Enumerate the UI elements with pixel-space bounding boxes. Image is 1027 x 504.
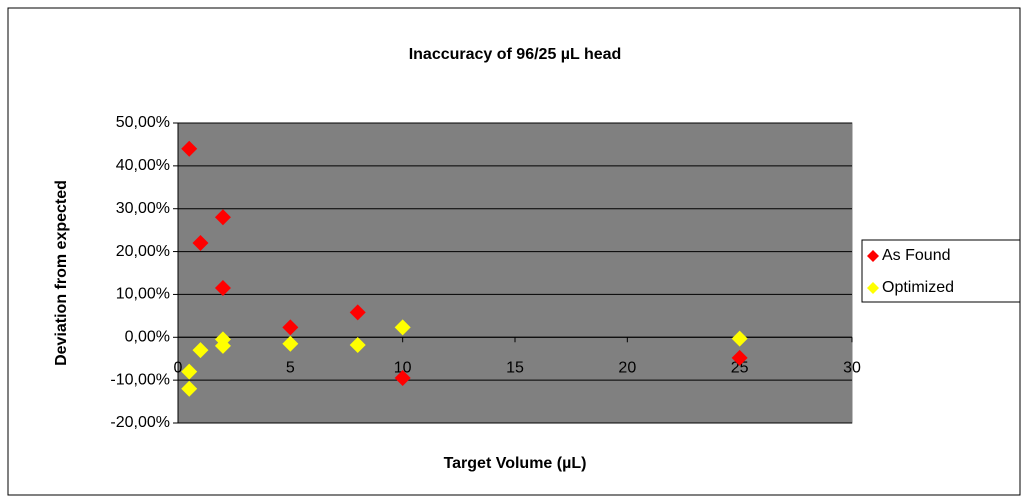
y-tick-label: 20,00% [116,243,170,260]
y-tick-label: 0,00% [125,329,170,346]
point [282,335,299,352]
x-tick-label: 25 [731,360,749,377]
point [181,140,198,157]
plot-area [177,122,853,424]
chart-title: Inaccuracy of 96/25 µL head [409,46,622,63]
y-tick-label: 50,00% [116,114,170,131]
legend-label: Optimized [882,279,954,296]
legend-marker [867,250,879,262]
y-axis-label: Deviation from expected [53,180,70,366]
point [394,319,411,336]
point [349,304,366,321]
legend-label: As Found [882,247,950,264]
point [181,380,198,397]
point [181,363,198,380]
x-tick-label: 15 [506,360,524,377]
y-tick-label: -20,00% [110,414,170,431]
x-tick-label: 0 [174,360,183,377]
point [192,342,209,359]
point [731,349,748,366]
point [214,331,231,348]
y-tick-label: 10,00% [116,286,170,303]
x-tick-label: 5 [286,360,295,377]
x-tick-label: 20 [618,360,636,377]
point [192,235,209,251]
x-tick-label: 10 [394,360,412,377]
point [214,280,231,296]
y-tick-label: -10,00% [110,371,170,388]
x-tick-label: 30 [843,360,861,377]
x-axis-label: Target Volume (µL) [444,455,587,472]
point [731,330,748,347]
point [282,319,299,336]
legend-box [861,239,1021,303]
point [394,370,411,386]
point [214,209,231,226]
point [349,337,366,353]
legend-marker [867,282,879,294]
y-tick-label: 30,00% [116,200,170,217]
y-tick-label: 40,00% [116,157,170,174]
